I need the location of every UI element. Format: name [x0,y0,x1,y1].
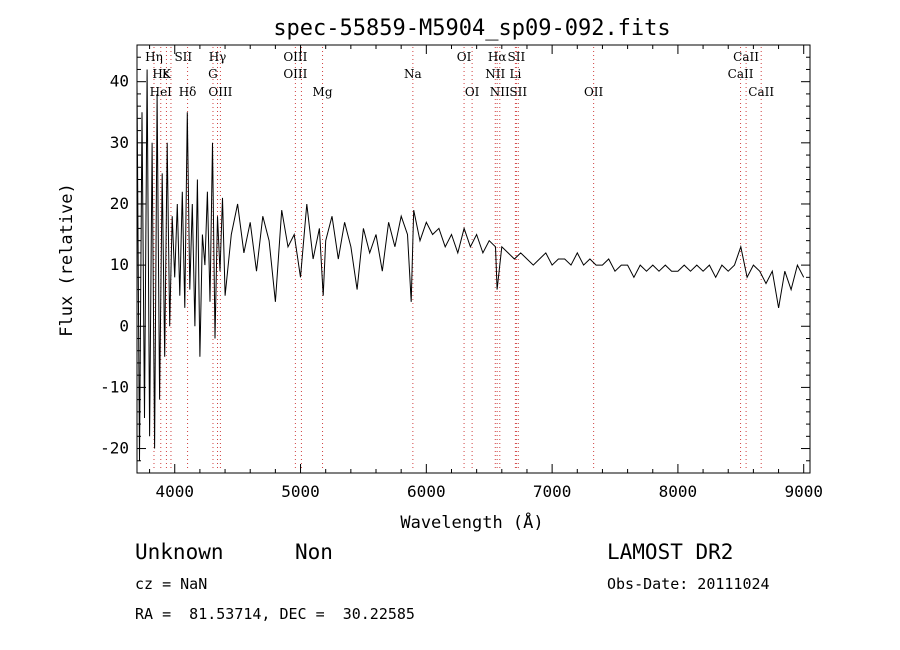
obs-date: Obs-Date: 20111024 [607,575,770,593]
object-class: Unknown [135,540,224,564]
x-tick-label-3: 7000 [533,482,572,501]
line-label-bottom-5: NII [490,85,510,99]
x-tick-label-4: 8000 [659,482,698,501]
line-label-top-0: Hη [145,50,163,64]
x-axis-label: Wavelength (Å) [400,511,543,533]
line-label-bottom-2: OIII [208,85,232,99]
line-label-mid-1: K [162,67,172,81]
y-tick-label-4: 20 [110,194,129,213]
line-label-top-4: OI [457,50,472,64]
axis-ticks: 4000 5000 6000 7000 8000 9000 -20 -10 0 10 20 30 40 [100,45,823,501]
line-label-bottom-4: OI [465,85,480,99]
line-label-mid-6: Li [509,67,521,81]
x-tick-label-0: 4000 [155,482,194,501]
line-label-mid-7: CaII [728,67,754,81]
line-label-mid-4: Na [404,67,422,81]
line-label-top-6: SII [508,50,526,64]
line-label-mid-2: G [208,67,218,81]
y-tick-label-1: -10 [100,377,129,396]
coordinates: RA = 81.53714, DEC = 30.22585 [135,605,415,623]
line-markers [153,47,762,471]
line-label-top-1: SII [174,50,192,64]
x-tick-label-2: 6000 [407,482,446,501]
chart-title: spec-55859-M5904_sp09-092.fits [273,16,670,41]
line-label-bottom-6: SII [509,85,527,99]
line-label-mid-3: OIII [283,67,307,81]
x-tick-label-1: 5000 [281,482,320,501]
redshift-readout: cz = NaN [135,575,208,593]
line-label-top-7: CaII [733,50,759,64]
line-label-bottom-7: OII [584,85,604,99]
line-label-top-3: OIII [283,50,307,64]
y-tick-label-0: -20 [100,439,129,458]
y-tick-label-2: 0 [119,316,129,335]
y-tick-label-6: 40 [110,72,129,91]
y-tick-label-3: 10 [110,255,129,274]
line-label-mid-5: NII [485,67,505,81]
x-tick-label-5: 9000 [784,482,823,501]
line-label-bottom-3: Mg [313,85,333,99]
plot-frame [136,44,811,474]
line-label-top-5: Hα [488,50,507,64]
line-label-bottom-0: HeI [150,85,173,99]
line-label-bottom-1: Hδ [179,85,197,99]
spectrum-line [136,69,805,461]
survey-name: LAMOST DR2 [607,540,734,564]
line-label-mid-0: Hε [152,67,169,81]
y-tick-label-5: 30 [110,133,129,152]
object-subclass: Non [295,540,333,564]
line-label-bottom-8: CaII [748,85,774,99]
y-axis-label: Flux (relative) [57,183,77,337]
spectrum-chart: spec-55859-M5904_sp09-092.fits Hη SII Hγ OI… [57,16,823,533]
line-label-top-2: Hγ [209,50,227,64]
